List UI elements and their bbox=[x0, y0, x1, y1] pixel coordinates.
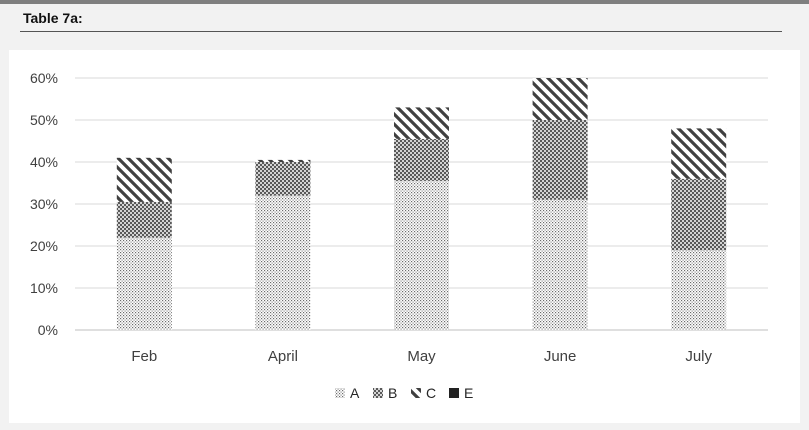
x-tick-label: June bbox=[544, 348, 577, 365]
legend-label-c: C bbox=[426, 385, 436, 401]
y-tick-label: 30% bbox=[30, 196, 58, 212]
x-tick-label: July bbox=[685, 348, 712, 365]
bar-c-feb bbox=[116, 157, 172, 202]
y-tick-label: 50% bbox=[30, 112, 58, 128]
bar-c-may bbox=[394, 107, 449, 139]
bar-b-july bbox=[671, 178, 727, 251]
page-title: Table 7a: bbox=[23, 10, 83, 26]
legend-swatch-b bbox=[373, 388, 383, 398]
title-area bbox=[9, 4, 800, 50]
legend-swatch-c bbox=[411, 388, 421, 398]
y-tick-label: 60% bbox=[30, 70, 58, 86]
bar-a-july bbox=[671, 250, 727, 330]
x-tick-label: April bbox=[268, 348, 298, 365]
y-tick-label: 20% bbox=[30, 238, 58, 254]
bar-a-feb bbox=[116, 237, 172, 330]
legend-swatch-e bbox=[449, 388, 459, 398]
legend-label-a: A bbox=[350, 385, 360, 401]
bar-b-feb bbox=[116, 201, 172, 238]
y-tick-label: 0% bbox=[38, 322, 58, 338]
legend-label-e: E bbox=[464, 385, 473, 401]
bar-c-july bbox=[671, 128, 727, 179]
bar-c-april bbox=[255, 159, 311, 162]
top-rule bbox=[0, 0, 809, 4]
bar-a-may bbox=[394, 180, 449, 330]
bar-b-june bbox=[532, 120, 588, 200]
x-tick-label: May bbox=[407, 348, 436, 365]
bar-a-april bbox=[255, 195, 311, 330]
title-underline bbox=[20, 31, 782, 32]
legend-swatch-a bbox=[335, 388, 345, 398]
y-tick-label: 10% bbox=[30, 280, 58, 296]
bar-a-june bbox=[532, 199, 588, 330]
legend-label-b: B bbox=[388, 385, 397, 401]
bar-b-april bbox=[255, 162, 311, 196]
x-tick-label: Feb bbox=[131, 348, 157, 365]
bar-c-june bbox=[532, 78, 588, 120]
y-tick-label: 40% bbox=[30, 154, 58, 170]
bar-b-may bbox=[394, 138, 449, 181]
